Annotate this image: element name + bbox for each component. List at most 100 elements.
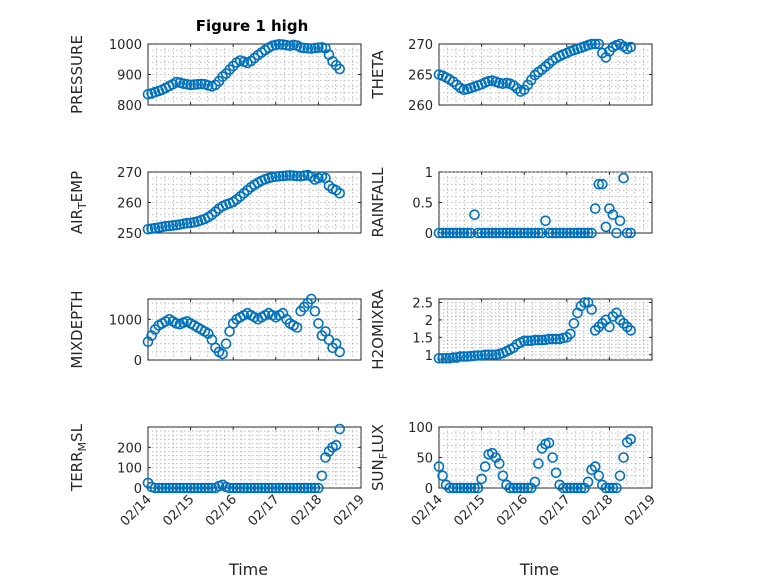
data-point: [486, 227, 498, 239]
subplot-7: 0 100 200 02/14 02/15 02/16 02/17 02/18 02/19 TER…: [68, 423, 368, 579]
data-point: [217, 71, 228, 82]
data-point: [185, 79, 196, 91]
data-point: [625, 227, 637, 239]
data-point: [210, 206, 221, 217]
data-point: [454, 482, 466, 494]
data-point: [298, 170, 310, 181]
data-point: [245, 55, 257, 67]
y-tick-label: 1000: [109, 313, 142, 328]
data-point: [444, 227, 455, 239]
y-axis-label: AIRTEMP: [68, 171, 89, 234]
y-tick-label: 100: [408, 421, 433, 436]
data-point: [515, 227, 526, 239]
data-point: [295, 171, 306, 182]
data-point: [614, 470, 626, 482]
subplot-3: 250 260 270 AIRTEMP: [68, 166, 362, 242]
data-point: [600, 221, 612, 233]
series-markers: [142, 38, 346, 100]
data-point: [181, 217, 193, 229]
data-point: [522, 227, 534, 239]
data-point: [483, 75, 495, 87]
data-point: [611, 482, 622, 494]
data-point: [153, 482, 164, 494]
y-axis-label: H2OMIXRA: [369, 289, 387, 370]
data-point: [529, 476, 541, 488]
x-tick-label: 02/17: [246, 492, 283, 529]
data-point: [604, 321, 615, 333]
data-point: [547, 333, 558, 345]
data-point: [579, 227, 590, 239]
subplot-2: 260 265 270 THETA: [369, 38, 653, 114]
data-point: [621, 321, 633, 333]
data-point: [593, 470, 605, 482]
data-point: [543, 437, 555, 449]
y-tick-label: 0: [425, 227, 433, 242]
data-point: [618, 452, 629, 463]
data-point: [586, 227, 597, 239]
data-point: [543, 333, 555, 345]
data-point: [607, 209, 619, 220]
y-axis-label: THETA: [369, 50, 387, 100]
data-point: [572, 482, 583, 494]
data-point: [334, 188, 346, 199]
data-point: [259, 482, 271, 494]
series-markers: [433, 297, 637, 364]
y-tick-label: 2: [425, 314, 433, 329]
data-point: [508, 342, 519, 354]
data-point: [196, 78, 207, 90]
data-point: [252, 482, 264, 494]
data-point: [582, 227, 594, 239]
data-point: [508, 482, 519, 494]
data-point: [291, 322, 303, 333]
y-tick-label: 260: [408, 99, 433, 114]
data-point: [167, 482, 179, 494]
x-tick-label: 02/19: [622, 492, 659, 529]
x-tick-label: 02/19: [331, 492, 368, 529]
data-point: [149, 482, 161, 494]
series-markers: [142, 169, 346, 235]
data-point: [181, 79, 193, 90]
data-point: [309, 305, 321, 317]
data-point: [621, 436, 633, 448]
data-point: [217, 348, 228, 360]
data-point: [188, 79, 200, 90]
y-tick-label: 1: [425, 349, 433, 364]
data-point: [185, 217, 196, 229]
y-tick-label: 100: [117, 462, 142, 477]
data-point: [557, 227, 569, 239]
data-point: [493, 458, 505, 469]
data-point: [142, 224, 154, 235]
data-point: [469, 209, 480, 220]
data-point: [543, 227, 555, 239]
data-point: [164, 482, 175, 494]
data-point: [611, 227, 622, 239]
data-point: [582, 476, 594, 488]
y-tick-label: 1.5: [412, 331, 433, 346]
data-point: [469, 350, 480, 362]
data-point: [490, 227, 502, 239]
data-point: [245, 482, 257, 494]
data-point: [540, 61, 551, 72]
y-tick-label: 270: [117, 166, 142, 181]
data-point: [469, 482, 480, 494]
x-tick-label: 02/16: [203, 492, 240, 529]
data-point: [305, 43, 317, 54]
y-tick-label: 1000: [109, 38, 142, 53]
series-markers: [142, 293, 346, 360]
data-point: [313, 42, 324, 54]
data-point: [164, 220, 175, 232]
data-point: [238, 482, 250, 494]
series-markers: [142, 423, 346, 494]
data-point: [334, 346, 346, 358]
data-point: [235, 482, 246, 494]
data-point: [462, 482, 473, 494]
data-point: [227, 482, 239, 494]
data-point: [465, 482, 477, 494]
data-point: [334, 423, 346, 435]
data-point: [270, 171, 282, 182]
data-point: [451, 482, 463, 494]
x-tick-label: 02/17: [537, 492, 574, 529]
data-point: [302, 482, 314, 494]
